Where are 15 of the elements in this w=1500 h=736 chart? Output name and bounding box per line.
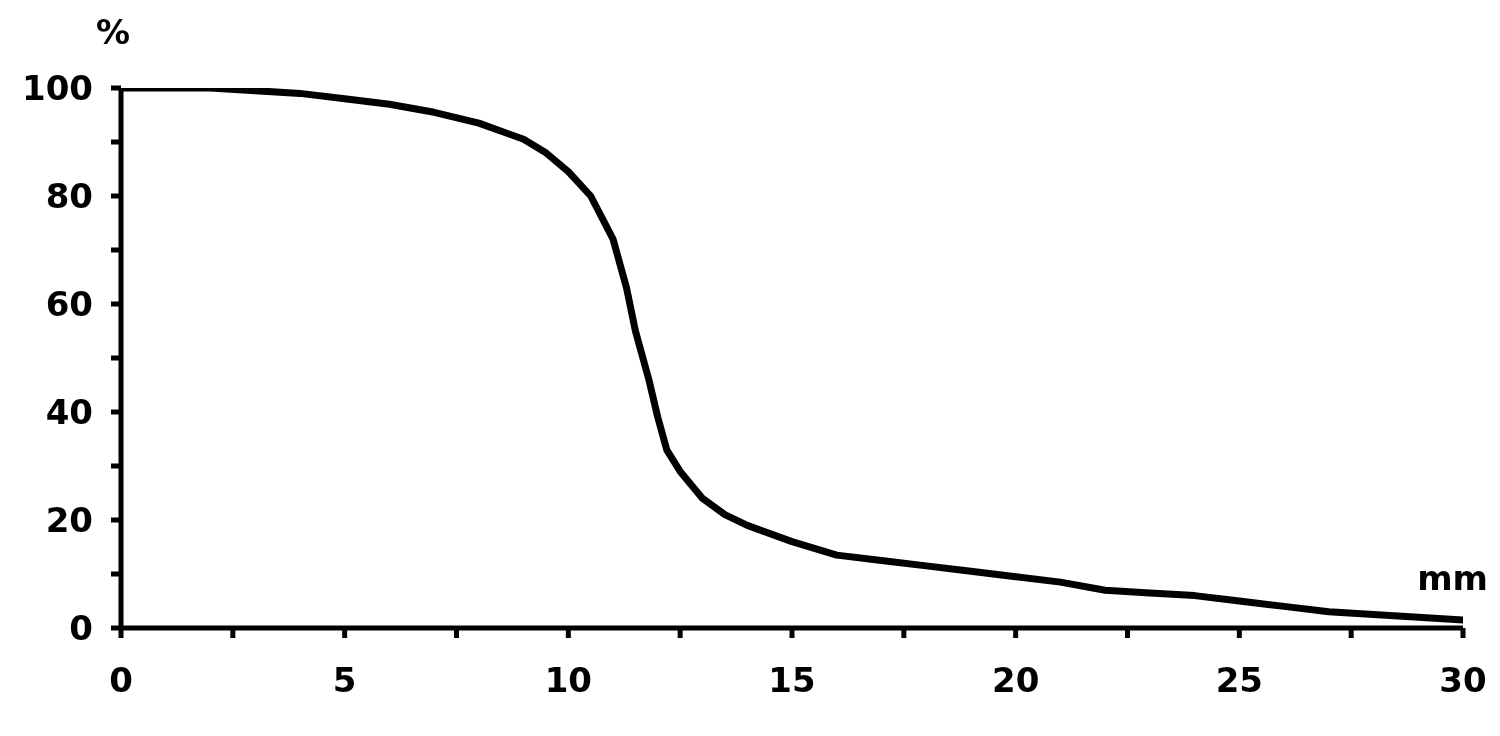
x-tick-label: 0 — [109, 660, 133, 701]
x-tick-label: 30 — [1439, 660, 1487, 701]
y-tick-label: 100 — [22, 68, 93, 109]
x-tick-label: 10 — [544, 660, 592, 701]
x-tick-label: 20 — [992, 660, 1040, 701]
y-axis-title: % — [95, 12, 131, 52]
y-tick-label: 60 — [45, 284, 93, 325]
x-axis-title: mm — [1417, 558, 1488, 598]
y-tick-label: 20 — [45, 500, 93, 541]
x-tick-label: 15 — [768, 660, 816, 701]
y-tick-label: 40 — [45, 392, 93, 433]
y-tick-label: 0 — [69, 608, 93, 649]
y-tick-label: 80 — [45, 176, 93, 217]
x-tick-label: 5 — [332, 660, 357, 701]
x-tick-label: 25 — [1215, 660, 1263, 701]
